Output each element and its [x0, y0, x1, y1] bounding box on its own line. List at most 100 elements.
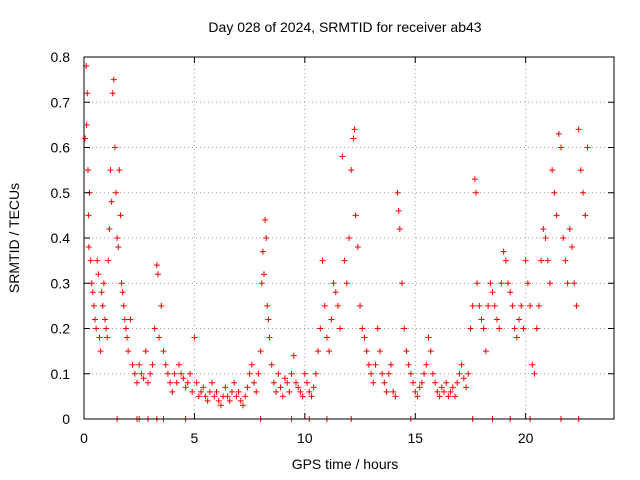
data-point [582, 212, 589, 219]
data-point [101, 316, 108, 323]
data-point [222, 384, 229, 391]
data-point [158, 302, 165, 309]
data-point [244, 384, 251, 391]
data-point [522, 257, 529, 264]
data-point [251, 379, 258, 386]
data-point [538, 257, 545, 264]
x-axis-label: GPS time / hours [292, 456, 399, 472]
data-point [493, 316, 500, 323]
data-point [315, 348, 322, 355]
data-point [182, 384, 189, 391]
data-point [237, 397, 244, 404]
data-point [339, 153, 346, 160]
data-point [427, 348, 434, 355]
data-point [273, 388, 280, 395]
data-point [84, 167, 91, 174]
data-point [527, 302, 534, 309]
data-point [198, 388, 205, 395]
y-tick-label: 0.4 [51, 230, 71, 246]
data-point [396, 225, 403, 232]
data-point [103, 325, 110, 332]
data-point [167, 379, 174, 386]
data-point [558, 144, 564, 151]
y-tick-label: 0.1 [51, 366, 71, 382]
data-point [270, 379, 277, 386]
data-point [153, 262, 160, 269]
data-point [228, 388, 235, 395]
data-point [438, 384, 445, 391]
data-point [240, 402, 246, 409]
data-point [108, 198, 115, 205]
data-point [145, 379, 152, 386]
data-point [542, 235, 549, 241]
data-point [288, 370, 295, 377]
data-point [171, 370, 178, 377]
data-point [463, 384, 470, 391]
data-point [90, 302, 97, 309]
data-point [395, 207, 402, 214]
data-point [425, 334, 432, 341]
data-point [443, 379, 450, 386]
data-point [496, 325, 503, 332]
data-point [264, 302, 271, 309]
data-point [262, 216, 269, 223]
data-point [286, 388, 293, 395]
data-point [370, 379, 377, 386]
data-point [293, 379, 299, 386]
data-point [414, 393, 421, 400]
data-point [421, 370, 428, 377]
data-point [507, 289, 514, 296]
data-point [509, 302, 516, 309]
data-point [385, 370, 392, 377]
data-point [209, 379, 216, 386]
data-point [106, 225, 113, 232]
data-point [317, 325, 324, 332]
data-point [213, 388, 220, 395]
data-point [299, 393, 306, 400]
data-point [460, 375, 467, 382]
data-point [184, 379, 191, 386]
data-point [346, 235, 352, 241]
data-point [555, 130, 562, 137]
data-point [118, 280, 125, 287]
data-point [120, 302, 127, 309]
data-point [173, 379, 180, 386]
data-point [175, 361, 182, 368]
data-point [513, 334, 520, 341]
y-axis-label: SRMTID / TECUs [6, 183, 22, 293]
data-point [265, 316, 272, 323]
data-point [195, 393, 202, 400]
data-point [440, 388, 447, 395]
data-point [93, 325, 100, 332]
data-point [142, 348, 149, 355]
data-point [328, 316, 335, 323]
data-point [449, 384, 456, 391]
data-point [452, 393, 458, 400]
data-point [445, 393, 452, 400]
data-point [372, 361, 379, 368]
data-point [423, 361, 430, 368]
data-point [343, 280, 350, 287]
data-point [465, 370, 472, 377]
data-point [113, 189, 120, 196]
data-point [467, 325, 474, 332]
data-point [376, 348, 383, 355]
data-point [193, 379, 200, 386]
x-tick-label: 5 [191, 430, 199, 446]
data-point [516, 316, 523, 323]
data-point [306, 388, 313, 395]
data-point [577, 167, 584, 174]
data-point [436, 393, 443, 400]
data-point [553, 212, 560, 219]
data-point [97, 348, 104, 355]
data-point [531, 370, 538, 377]
data-point [89, 289, 96, 296]
data-point [114, 235, 121, 241]
data-point [374, 325, 381, 332]
data-point [326, 348, 333, 355]
data-point [87, 257, 94, 264]
data-point [290, 352, 297, 359]
data-point [122, 325, 129, 332]
data-point [363, 348, 370, 355]
data-point [580, 189, 587, 196]
